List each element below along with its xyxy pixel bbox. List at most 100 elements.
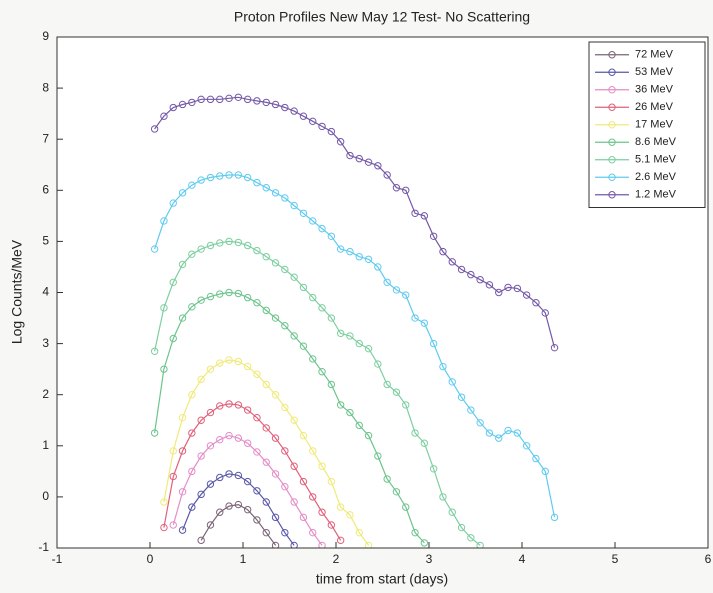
y-tick-label: 8 <box>42 80 49 94</box>
data-point <box>318 462 326 470</box>
data-point <box>336 329 345 338</box>
data-point <box>281 447 289 455</box>
data-point <box>522 442 531 450</box>
data-point <box>327 232 336 240</box>
data-point <box>411 209 419 217</box>
data-point <box>420 319 429 327</box>
legend-marker <box>608 191 616 199</box>
data-point <box>448 508 456 516</box>
legend-label: 17 MeV <box>635 119 674 131</box>
data-point <box>336 401 345 409</box>
data-point <box>188 250 196 258</box>
data-point <box>346 511 354 519</box>
data-point <box>262 498 270 506</box>
data-point <box>513 429 522 437</box>
data-point <box>234 238 243 247</box>
legend-marker <box>608 68 616 76</box>
data-point <box>197 176 205 184</box>
data-point <box>327 127 336 136</box>
data-point <box>327 521 336 529</box>
data-point <box>234 434 243 442</box>
data-point <box>169 199 177 207</box>
data-point <box>243 362 252 371</box>
x-tick-label: 3 <box>426 552 433 566</box>
x-tick-label: 1 <box>240 552 247 566</box>
x-tick-label: 5 <box>612 552 619 566</box>
data-point <box>188 503 196 511</box>
x-tick-label: 4 <box>519 552 526 566</box>
data-point <box>299 513 308 522</box>
data-point <box>262 528 270 537</box>
data-point <box>160 217 168 225</box>
series-line <box>154 240 481 546</box>
legend-marker <box>608 121 616 129</box>
data-point <box>299 112 308 120</box>
data-point <box>402 186 410 195</box>
data-point <box>262 184 270 192</box>
data-point <box>253 487 261 495</box>
y-tick-label: 2 <box>42 387 49 401</box>
data-point <box>197 375 205 384</box>
data-point <box>281 194 289 202</box>
data-point <box>169 103 177 112</box>
data-point <box>448 378 456 386</box>
data-point <box>476 276 484 284</box>
data-point <box>169 472 177 481</box>
data-point <box>411 429 419 437</box>
data-point <box>234 357 243 366</box>
legend-marker <box>608 173 616 181</box>
data-point <box>318 224 326 233</box>
plot-frame <box>56 36 709 549</box>
legend-label: 36 MeV <box>635 84 674 96</box>
data-point <box>160 365 168 373</box>
data-point <box>188 303 196 311</box>
data-point <box>318 508 326 516</box>
data-point <box>188 181 196 189</box>
series-line <box>172 434 323 546</box>
data-point <box>253 370 261 378</box>
data-point <box>216 290 224 298</box>
y-tick-label: 5 <box>42 234 49 248</box>
data-point <box>309 493 317 501</box>
data-point <box>290 462 298 470</box>
x-tick-label: -1 <box>52 552 63 566</box>
data-point <box>271 314 280 322</box>
data-point <box>197 452 205 460</box>
data-point <box>383 171 391 179</box>
data-point <box>281 265 289 274</box>
data-point <box>374 162 382 170</box>
data-point <box>253 246 261 255</box>
data-point <box>206 480 215 488</box>
data-point <box>216 435 224 444</box>
data-point <box>309 293 317 302</box>
data-point <box>206 292 215 301</box>
data-point <box>392 286 401 294</box>
data-point <box>439 247 447 256</box>
data-point <box>197 296 205 304</box>
data-point <box>429 339 438 348</box>
data-point <box>336 138 345 146</box>
data-point <box>243 173 252 182</box>
data-point <box>318 304 326 312</box>
y-axis-label: Log Counts/MeV <box>9 239 25 344</box>
y-tick-label: 1 <box>42 438 49 452</box>
y-tick-label: 3 <box>42 336 49 350</box>
data-point <box>225 431 233 440</box>
data-point <box>299 209 308 217</box>
data-point <box>262 458 270 466</box>
data-point <box>243 293 252 302</box>
data-point <box>150 429 159 437</box>
y-tick-label: -1 <box>38 540 49 554</box>
data-point <box>327 380 336 389</box>
data-point <box>160 304 168 312</box>
data-point <box>327 314 336 322</box>
data-point <box>225 502 233 510</box>
data-point <box>271 189 280 197</box>
series-line <box>154 291 425 544</box>
data-point <box>355 339 363 348</box>
data-point <box>271 259 280 267</box>
data-point <box>550 513 559 522</box>
data-point <box>346 151 354 160</box>
data-point <box>225 288 233 297</box>
data-point <box>160 498 168 506</box>
